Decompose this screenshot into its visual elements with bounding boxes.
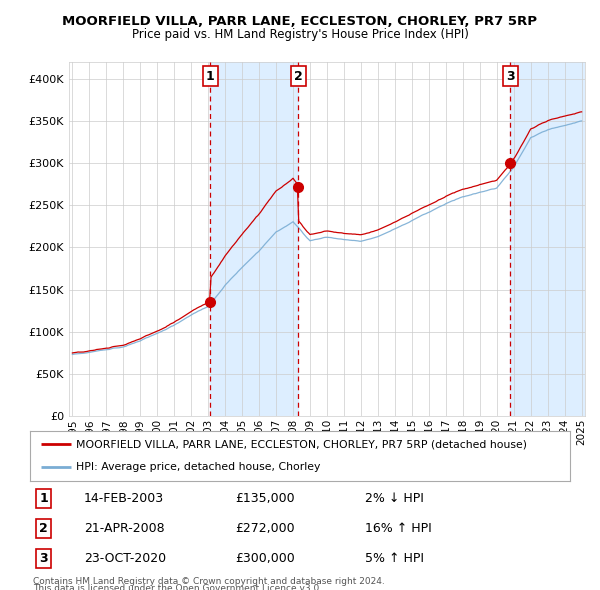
Text: MOORFIELD VILLA, PARR LANE, ECCLESTON, CHORLEY, PR7 5RP (detached house): MOORFIELD VILLA, PARR LANE, ECCLESTON, C…	[76, 439, 527, 449]
Text: 2: 2	[39, 522, 48, 535]
Text: 3: 3	[39, 552, 48, 565]
Text: £300,000: £300,000	[235, 552, 295, 565]
Text: 5% ↑ HPI: 5% ↑ HPI	[365, 552, 424, 565]
Text: MOORFIELD VILLA, PARR LANE, ECCLESTON, CHORLEY, PR7 5RP: MOORFIELD VILLA, PARR LANE, ECCLESTON, C…	[62, 15, 538, 28]
Text: 21-APR-2008: 21-APR-2008	[84, 522, 164, 535]
Text: 16% ↑ HPI: 16% ↑ HPI	[365, 522, 431, 535]
Text: 3: 3	[506, 70, 515, 83]
Bar	[511, 62, 590, 416]
Text: Price paid vs. HM Land Registry's House Price Index (HPI): Price paid vs. HM Land Registry's House …	[131, 28, 469, 41]
Text: HPI: Average price, detached house, Chorley: HPI: Average price, detached house, Chor…	[76, 463, 320, 473]
Text: Contains HM Land Registry data © Crown copyright and database right 2024.: Contains HM Land Registry data © Crown c…	[33, 577, 385, 586]
Text: £272,000: £272,000	[235, 522, 295, 535]
Text: 2% ↓ HPI: 2% ↓ HPI	[365, 492, 424, 505]
Text: This data is licensed under the Open Government Licence v3.0.: This data is licensed under the Open Gov…	[33, 584, 322, 590]
Text: 14-FEB-2003: 14-FEB-2003	[84, 492, 164, 505]
Text: 23-OCT-2020: 23-OCT-2020	[84, 552, 166, 565]
Bar	[210, 62, 298, 416]
Text: 2: 2	[294, 70, 302, 83]
Text: 1: 1	[206, 70, 215, 83]
Text: £135,000: £135,000	[235, 492, 295, 505]
Text: 1: 1	[39, 492, 48, 505]
